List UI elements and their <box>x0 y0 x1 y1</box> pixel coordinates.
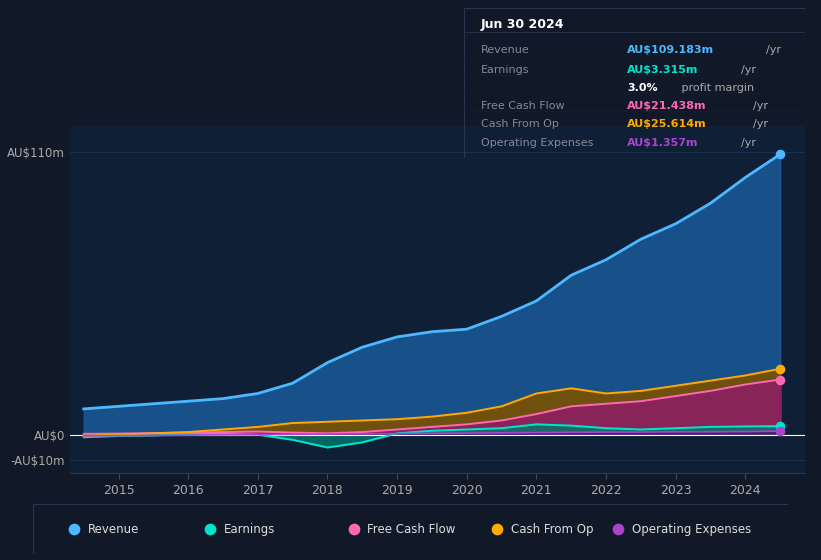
Point <box>68 525 81 534</box>
Point <box>204 525 217 534</box>
Text: Jun 30 2024: Jun 30 2024 <box>481 18 564 31</box>
Point <box>491 525 504 534</box>
Text: Free Cash Flow: Free Cash Flow <box>481 101 565 111</box>
Text: AU$1.357m: AU$1.357m <box>627 138 699 148</box>
Text: Earnings: Earnings <box>224 522 275 536</box>
Text: 3.0%: 3.0% <box>627 83 658 93</box>
Text: Earnings: Earnings <box>481 65 530 75</box>
Point <box>773 422 787 431</box>
Text: profit margin: profit margin <box>678 83 754 93</box>
Text: /yr: /yr <box>766 45 781 55</box>
Text: /yr: /yr <box>754 119 768 129</box>
Point <box>612 525 625 534</box>
Point <box>773 365 787 374</box>
Text: Revenue: Revenue <box>481 45 530 55</box>
Text: AU$109.183m: AU$109.183m <box>627 45 714 55</box>
Point <box>347 525 360 534</box>
Text: /yr: /yr <box>741 65 756 75</box>
Text: Revenue: Revenue <box>88 522 140 536</box>
Text: AU$3.315m: AU$3.315m <box>627 65 699 75</box>
Text: /yr: /yr <box>741 138 756 148</box>
Point <box>773 150 787 159</box>
Text: /yr: /yr <box>754 101 768 111</box>
Text: Cash From Op: Cash From Op <box>511 522 594 536</box>
Text: Operating Expenses: Operating Expenses <box>481 138 594 148</box>
Text: AU$25.614m: AU$25.614m <box>627 119 707 129</box>
Text: AU$21.438m: AU$21.438m <box>627 101 707 111</box>
Text: Operating Expenses: Operating Expenses <box>632 522 751 536</box>
Text: Cash From Op: Cash From Op <box>481 119 559 129</box>
Point <box>773 375 787 384</box>
Point <box>773 427 787 436</box>
Text: Free Cash Flow: Free Cash Flow <box>368 522 456 536</box>
